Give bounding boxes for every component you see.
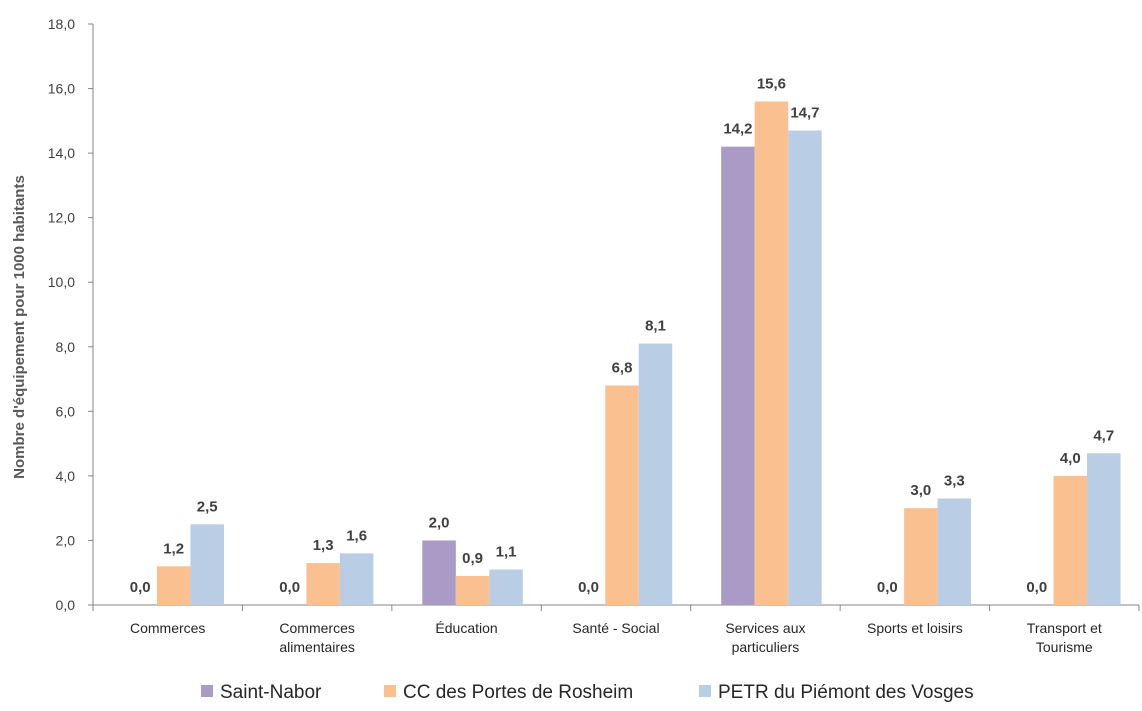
data-label: 14,2 <box>723 121 752 138</box>
bars <box>156 101 1121 605</box>
data-label: 1,3 <box>313 537 334 554</box>
x-category-label-line: Commerces <box>279 620 354 636</box>
bar <box>190 524 224 605</box>
x-category-label-line: Services aux <box>725 620 805 636</box>
bar <box>306 563 340 605</box>
x-category-label: Services aux particuliers <box>725 620 805 655</box>
bar <box>156 566 191 605</box>
bar <box>339 553 374 605</box>
x-category-label: Santé - Social <box>572 620 659 636</box>
data-label: 0,0 <box>578 579 599 596</box>
legend-swatch <box>699 685 711 697</box>
y-tick-label: 6,0 <box>56 403 76 419</box>
data-label: 4,7 <box>1093 427 1114 444</box>
x-category-label: Commerces <box>130 620 205 636</box>
bar <box>422 540 456 605</box>
y-tick-label: 16,0 <box>48 81 75 97</box>
legend-label: CC des Portes de Rosheim <box>403 682 633 703</box>
y-axis-title: Nombre d'équipement pour 1000 habitants <box>11 175 28 479</box>
data-label: 0,0 <box>1026 579 1047 596</box>
y-tick-label: 18,0 <box>48 16 75 32</box>
data-label: 15,6 <box>757 75 786 92</box>
y-tick-label: 0,0 <box>56 597 76 613</box>
y-tick-label: 14,0 <box>48 145 75 161</box>
data-label: 0,0 <box>877 579 898 596</box>
data-label: 6,8 <box>612 360 633 377</box>
legend-label: PETR du Piémont des Vosges <box>718 682 974 703</box>
data-label: 0,0 <box>279 579 300 596</box>
data-label: 14,7 <box>790 105 819 122</box>
x-category-label-line: Santé - Social <box>572 620 659 636</box>
data-label: 1,2 <box>163 540 184 557</box>
data-label: 3,0 <box>910 482 931 499</box>
data-label: 2,5 <box>197 498 218 515</box>
y-tick-label: 10,0 <box>48 274 75 290</box>
data-label: 0,0 <box>130 579 151 596</box>
legend-label: Saint-Nabor <box>220 682 322 703</box>
data-label: 1,6 <box>346 527 367 544</box>
x-category-label-line: Éducation <box>435 620 497 636</box>
data-label: 8,1 <box>645 318 666 335</box>
bar <box>1053 475 1088 605</box>
axes: 0,0 2,0 4,0 6,0 8,0 10,0 12,0 14,0 16,0 18,0 Comme… <box>48 16 1140 655</box>
data-label: 3,3 <box>944 472 965 489</box>
data-label: 1,1 <box>496 543 517 560</box>
bar <box>455 575 490 605</box>
x-category-label: Commerces alimentaires <box>279 620 354 655</box>
data-labels: 0,0 0,0 2,0 0,0 14,2 0,0 0,0 1,2 1,3 0,9 6,8 15,6 3,… <box>130 75 1114 596</box>
data-label: 4,0 <box>1060 450 1081 467</box>
x-category-label-line: Commerces <box>130 620 205 636</box>
y-tick-label: 2,0 <box>56 532 76 548</box>
x-category-label-line: Transport et <box>1027 620 1102 636</box>
bar <box>754 101 789 605</box>
y-tick-label: 4,0 <box>56 468 76 484</box>
x-category-label: Éducation <box>435 620 497 636</box>
data-label: 2,0 <box>429 514 450 531</box>
legend: Saint-Nabor CC des Portes de Rosheim PETR … <box>201 682 974 703</box>
bar <box>721 146 755 605</box>
bar <box>638 343 673 605</box>
bar <box>605 385 639 605</box>
x-category-label-line: Tourisme <box>1036 639 1093 655</box>
bar <box>1087 453 1121 605</box>
legend-swatch <box>384 685 396 697</box>
x-category-label: Sports et loisirs <box>867 620 963 636</box>
bar <box>788 130 822 605</box>
bar <box>937 498 972 605</box>
legend-swatch <box>201 685 213 697</box>
bar <box>904 508 938 605</box>
y-tick-label: 8,0 <box>56 339 76 355</box>
x-category-label-line: particuliers <box>732 639 800 655</box>
x-category-label: Transport et Tourisme <box>1027 620 1102 655</box>
bar <box>489 569 523 605</box>
data-label: 0,9 <box>462 550 483 567</box>
y-tick-label: 12,0 <box>48 210 75 226</box>
x-category-label-line: Sports et loisirs <box>867 620 963 636</box>
x-category-label-line: alimentaires <box>279 639 354 655</box>
